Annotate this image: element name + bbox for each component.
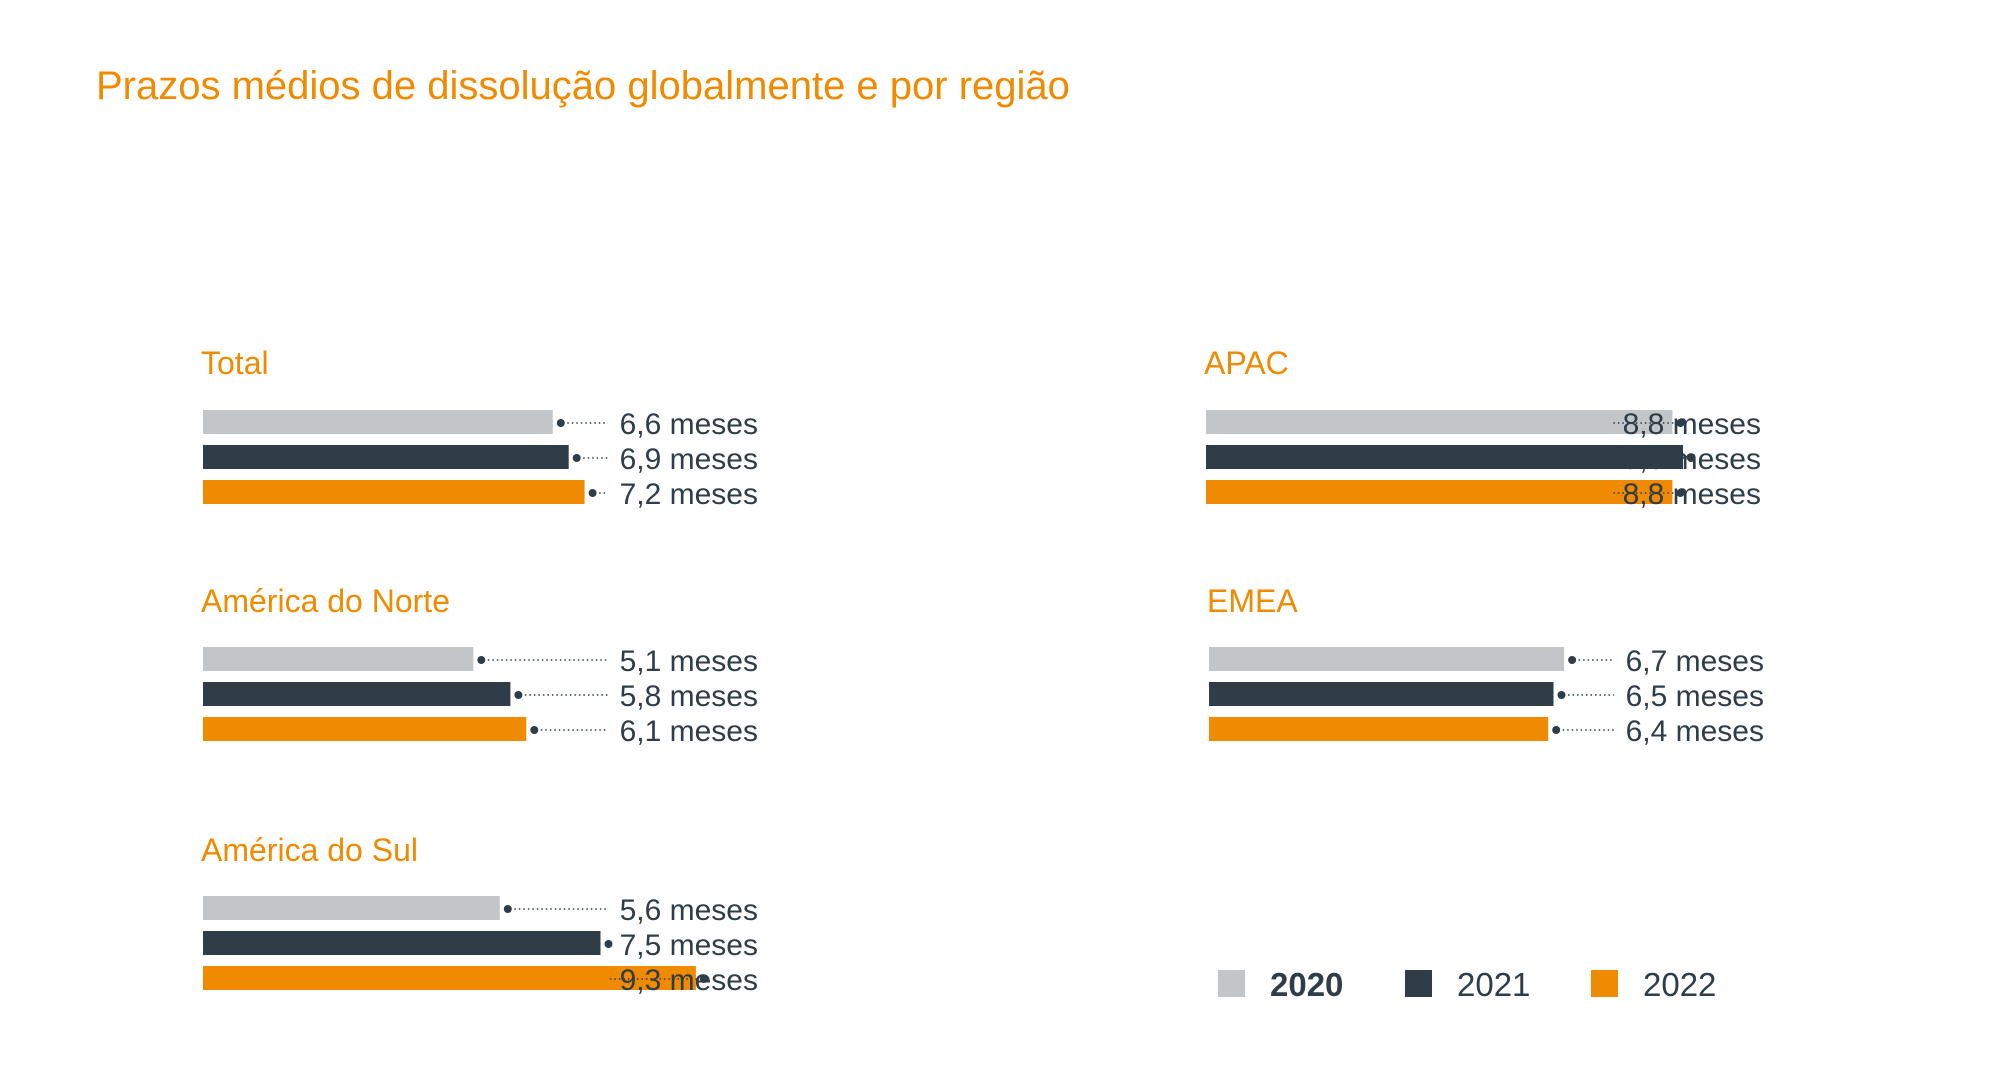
bar-america-do-norte-2021: [203, 682, 511, 706]
legend-swatch-2021: [1405, 970, 1432, 997]
data-label-total-2021: 6,9 meses: [620, 443, 758, 476]
data-label-america-do-sul-2020: 5,6 meses: [620, 894, 758, 927]
bar-america-do-norte-2020: [203, 647, 474, 671]
legend-swatch-2020: [1218, 970, 1245, 997]
data-label-america-do-sul-2021: 7,5 meses: [620, 929, 758, 962]
leader-dot-america-do-norte-2020: [477, 656, 486, 664]
data-label-total-2020: 6,6 meses: [620, 408, 758, 441]
data-label-america-do-norte-2022: 6,1 meses: [620, 715, 758, 748]
bar-apac-2021: [1206, 445, 1683, 469]
bar-emea-2022: [1209, 717, 1549, 741]
data-label-america-do-norte-2021: 5,8 meses: [620, 680, 758, 713]
leader-dot-apac-2022: [1676, 489, 1685, 497]
leader-dot-emea-2020: [1568, 656, 1577, 664]
data-label-apac-2021: 9,0 meses: [1623, 443, 1761, 476]
legend-label-2022: 2022: [1643, 966, 1716, 1003]
data-label-emea-2020: 6,7 meses: [1626, 645, 1764, 678]
legend-label-2020: 2020: [1270, 966, 1343, 1003]
leader-dot-america-do-sul-2021: [604, 940, 613, 948]
bar-america-do-sul-2020: [203, 896, 500, 920]
leader-dot-emea-2022: [1552, 726, 1561, 734]
leader-dot-america-do-sul-2020: [503, 905, 512, 913]
bar-apac-2020: [1206, 410, 1673, 434]
leader-dot-america-do-norte-2021: [514, 691, 523, 699]
bar-america-do-sul-2022: [203, 966, 696, 990]
page-title: Prazos médios de dissolução globalmente …: [96, 64, 1070, 108]
panel-title-emea: EMEA: [1207, 583, 1298, 619]
bar-total-2022: [203, 480, 585, 504]
data-label-america-do-sul-2022: 9,3 meses: [620, 964, 758, 997]
legend-label-2021: 2021: [1457, 966, 1530, 1003]
leader-dot-america-do-sul-2022: [699, 975, 708, 983]
panel-title-total: Total: [201, 345, 269, 381]
bar-emea-2020: [1209, 647, 1565, 671]
data-label-total-2022: 7,2 meses: [620, 478, 758, 511]
bar-total-2020: [203, 410, 553, 434]
leader-dot-total-2020: [556, 419, 565, 427]
leader-dot-total-2021: [572, 454, 581, 462]
panel-title-apac: APAC: [1204, 345, 1289, 381]
bar-emea-2021: [1209, 682, 1554, 706]
data-label-emea-2021: 6,5 meses: [1626, 680, 1764, 713]
data-label-apac-2020: 8,8 meses: [1623, 408, 1761, 441]
leader-dot-emea-2021: [1557, 691, 1566, 699]
data-label-america-do-norte-2020: 5,1 meses: [620, 645, 758, 678]
bar-apac-2022: [1206, 480, 1673, 504]
data-label-emea-2022: 6,4 meses: [1626, 715, 1764, 748]
panel-title-america-do-sul: América do Sul: [201, 832, 418, 868]
bar-america-do-sul-2021: [203, 931, 601, 955]
legend-swatch-2022: [1591, 970, 1618, 997]
leader-dot-total-2022: [588, 489, 597, 497]
bar-america-do-norte-2022: [203, 717, 527, 741]
leader-dot-apac-2021: [1687, 454, 1695, 462]
data-label-apac-2022: 8,8 meses: [1623, 478, 1761, 511]
leader-dot-america-do-norte-2022: [530, 726, 539, 734]
bar-total-2021: [203, 445, 569, 469]
leader-dot-apac-2020: [1676, 419, 1685, 427]
panel-title-america-do-norte: América do Norte: [201, 583, 450, 619]
